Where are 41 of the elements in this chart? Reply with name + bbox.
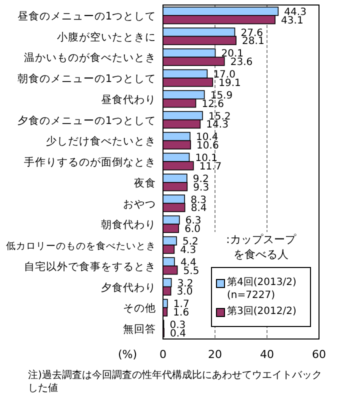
legend-label: 第4回(2013/2) (n=7227) <box>227 276 298 302</box>
text: 注)過去調査は今回調査の性年代構成比にあわせてウエイトバックした値 <box>28 369 323 395</box>
y-tick-label: 夕食のメニューの1つとして <box>17 114 156 127</box>
legend-title: :カップスープを食べる人 <box>225 232 298 262</box>
y-tick-label: 温かいものが食べたいとき <box>24 52 156 64</box>
legend-label: 第3回(2012/2) <box>227 305 298 318</box>
x-tick-label: 20 <box>208 348 222 361</box>
x-tick-label: 40 <box>260 348 274 361</box>
data-label: 28.1 <box>242 36 264 48</box>
x-axis-title: (%) <box>118 348 138 361</box>
data-label: 14.3 <box>206 120 228 131</box>
x-tick-label: 0 <box>160 348 166 361</box>
data-label: 10.6 <box>196 140 219 152</box>
data-label: 43.1 <box>281 15 304 26</box>
y-tick-label: 低カロリーのものを食べたいとき <box>6 240 156 252</box>
y-tick-label: その他 <box>123 302 156 315</box>
data-label: 23.6 <box>230 57 253 68</box>
y-tick-label: 手作りするのが面倒なとき <box>24 156 156 169</box>
data-label: 4.3 <box>180 244 196 256</box>
data-label: 19.1 <box>218 78 241 89</box>
data-label: 12.6 <box>202 98 224 110</box>
y-tick-label: おやつ <box>123 198 156 210</box>
y-tick-label: 昼食代わり <box>101 94 156 106</box>
data-label: 0.4 <box>170 328 186 340</box>
y-tick-label: 少しだけ食べたいとき <box>46 134 156 148</box>
data-label: 8.4 <box>190 203 207 214</box>
y-tick-label: 夕食代わり <box>101 282 156 294</box>
data-label: 6.0 <box>184 224 201 236</box>
y-tick-label: 自宅以外で食事をするとき <box>24 260 156 273</box>
y-tick-label: 無回答 <box>123 324 156 336</box>
data-label: 11.7 <box>199 161 222 172</box>
y-tick-label: 朝食代わり <box>101 218 156 232</box>
y-tick-label: 小腹が空いたときに <box>57 30 156 44</box>
y-tick-label: 昼食のメニューの1つとして <box>17 10 156 22</box>
y-tick-label: 朝食のメニューの1つとして <box>17 72 156 86</box>
data-label: 9.3 <box>193 182 210 194</box>
y-tick-label: 夜食 <box>134 176 156 190</box>
data-label: 1.6 <box>173 308 190 319</box>
data-label: 5.5 <box>183 266 200 277</box>
data-label: 3.0 <box>176 286 193 298</box>
x-tick-label: 60 <box>312 348 326 361</box>
